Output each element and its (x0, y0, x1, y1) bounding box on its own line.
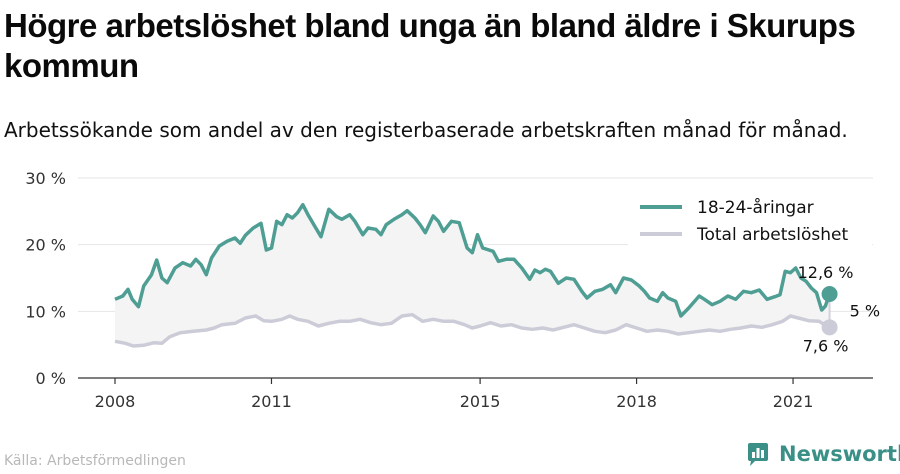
label-total-last: 7,6 % (803, 336, 849, 355)
legend: 18-24-åringar Total arbetslöshet (628, 194, 872, 252)
x-tick-label: 2015 (460, 392, 501, 411)
x-tick-label: 2018 (616, 392, 657, 411)
axis-layer: 2008 2011 2015 2018 2021 (78, 377, 873, 411)
end-dot-total (821, 319, 838, 336)
series-line-total (114, 312, 831, 348)
y-tick-label: 0 % (36, 369, 66, 388)
label-gap: 5 % (850, 302, 880, 321)
brand-name: Newsworthy (779, 442, 900, 466)
legend-label-youth: 18-24-åringar (697, 197, 814, 218)
x-tick-label: 2021 (773, 392, 814, 411)
series-line-youth (114, 202, 832, 318)
source-note: Källa: Arbetsförmedlingen (4, 453, 186, 469)
x-tick-label: 2008 (95, 392, 136, 411)
brand-logo[interactable]: Newsworthy (745, 441, 900, 467)
y-tick-label: 10 % (25, 302, 66, 321)
gap-area (115, 204, 830, 346)
x-tick-label: 2011 (251, 392, 292, 411)
page-subtitle: Arbetssökande som andel av den registerb… (4, 118, 848, 142)
label-youth-last: 12,6 % (798, 263, 854, 282)
page-title: Högre arbetslöshet bland unga än bland ä… (4, 7, 856, 84)
end-dot-youth (821, 286, 838, 302)
y-tick-label: 30 % (25, 169, 66, 188)
legend-label-total: Total arbetslöshet (696, 225, 849, 245)
y-tick-label: 20 % (25, 236, 66, 255)
newsworthy-logo-icon (748, 443, 768, 466)
